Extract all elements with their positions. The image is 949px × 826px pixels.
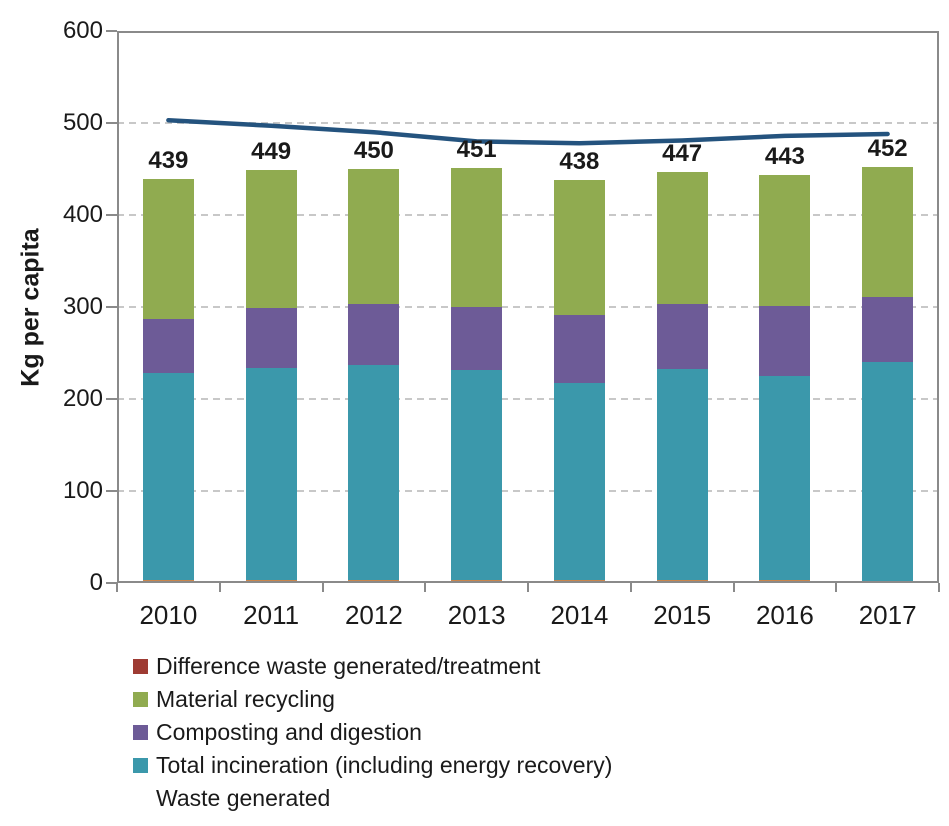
legend-item: Difference waste generated/treatment <box>133 650 612 683</box>
grid-line <box>117 490 939 492</box>
y-tick-label: 300 <box>62 293 103 320</box>
y-tick-label: 400 <box>62 201 103 228</box>
y-tick-label: 500 <box>62 109 103 136</box>
bar-total-label: 450 <box>353 137 394 164</box>
y-axis-tick <box>106 214 117 216</box>
x-axis-tick <box>527 583 529 592</box>
x-axis-tick <box>938 583 940 592</box>
bar-segment-total-incineration-including-energy-recovery <box>451 369 503 581</box>
legend-swatch-icon <box>133 758 148 773</box>
legend-swatch-icon <box>133 692 148 707</box>
chart-legend: Difference waste generated/treatment Mate… <box>133 650 612 815</box>
y-tick-label: 100 <box>62 477 103 504</box>
bar-segment-material-recycling <box>862 167 914 297</box>
bar-segment-composting-and-digestion <box>862 296 914 363</box>
bar-segment-material-recycling <box>245 169 297 308</box>
y-axis-tick <box>106 490 117 492</box>
y-axis-tick <box>106 122 117 124</box>
bar-segment-composting-and-digestion <box>451 307 503 370</box>
x-axis-tick <box>732 583 735 592</box>
bar-segment-material-recycling <box>759 175 811 307</box>
bar-segment-material-recycling <box>553 180 605 316</box>
x-tick-label: 2010 <box>139 600 198 630</box>
legend-label: Composting and digestion <box>156 719 422 745</box>
x-tick-label: 2011 <box>243 600 300 630</box>
x-tick-label: 2012 <box>344 600 403 630</box>
bar-total-label: 449 <box>251 137 292 165</box>
y-axis-tick <box>106 306 117 308</box>
y-tick-label: 200 <box>62 385 103 412</box>
legend-item: Waste generated <box>133 782 612 815</box>
x-tick-label: 2013 <box>447 600 506 630</box>
legend-item: Composting and digestion <box>133 716 612 749</box>
bar-segment-material-recycling <box>451 168 503 307</box>
x-tick-label: 2014 <box>550 600 609 630</box>
legend-label: Waste generated <box>156 785 331 811</box>
bar-segment-total-incineration-including-energy-recovery <box>142 373 194 581</box>
bar-segment-total-incineration-including-energy-recovery <box>245 367 297 581</box>
y-axis-tick <box>106 398 117 400</box>
legend-label: Difference waste generated/treatment <box>156 653 541 679</box>
y-axis-tick <box>106 582 117 584</box>
bar-total-label: 447 <box>662 139 703 167</box>
grid-line <box>117 398 939 400</box>
plot-area: 439 449 450 451 438 447 443 452 <box>117 31 939 583</box>
legend-swatch-icon <box>133 725 148 740</box>
legend-item: Material recycling <box>133 683 612 716</box>
x-tick-label: 2016 <box>755 600 814 630</box>
x-axis-tick <box>424 583 427 592</box>
bar-segment-total-incineration-including-energy-recovery <box>862 362 914 582</box>
bar-segment-composting-and-digestion <box>656 304 708 369</box>
x-axis-tick <box>321 583 324 592</box>
x-tick-label: 2015 <box>653 600 712 630</box>
bar-segment-composting-and-digestion <box>759 306 811 376</box>
x-tick-label: 2017 <box>858 600 917 630</box>
y-tick-label: 0 <box>89 569 103 596</box>
bar-segment-composting-and-digestion <box>245 307 297 368</box>
legend-label: Material recycling <box>156 686 335 712</box>
x-axis-tick <box>116 583 118 592</box>
legend-label: Total incineration (including energy rec… <box>156 752 613 778</box>
grid-line <box>117 306 939 308</box>
x-axis-tick <box>835 583 838 592</box>
bar-segment-material-recycling <box>656 171 708 305</box>
bar-segment-material-recycling <box>142 179 194 319</box>
legend-item: Total incineration (including energy rec… <box>133 749 612 782</box>
grid-line <box>117 122 939 124</box>
bar-total-label: 451 <box>456 136 497 164</box>
waste-generated-line <box>166 117 890 146</box>
bar-segment-total-incineration-including-energy-recovery <box>656 368 708 581</box>
grid-line <box>117 214 939 216</box>
bar-total-label: 443 <box>764 143 805 171</box>
bar-segment-composting-and-digestion <box>553 315 605 384</box>
y-axis-tick <box>106 30 117 32</box>
bar-segment-total-incineration-including-energy-recovery <box>759 376 811 581</box>
bar-total-label: 438 <box>559 148 600 176</box>
bar-segment-composting-and-digestion <box>348 304 400 365</box>
bar-segment-total-incineration-including-energy-recovery <box>348 364 400 581</box>
x-axis-tick <box>629 583 632 592</box>
bar-segment-material-recycling <box>348 169 400 305</box>
bar-total-label: 452 <box>867 135 908 163</box>
y-tick-label: 600 <box>62 17 103 44</box>
bar-total-label: 439 <box>148 147 189 175</box>
bar-segment-composting-and-digestion <box>142 318 194 374</box>
legend-swatch-icon <box>133 659 148 674</box>
bar-segment-total-incineration-including-energy-recovery <box>553 383 605 581</box>
x-axis-tick <box>218 583 221 592</box>
